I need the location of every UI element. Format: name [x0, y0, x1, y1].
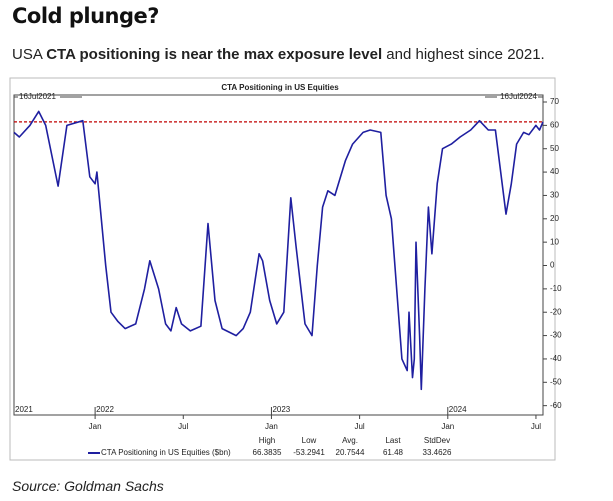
headline: Cold plunge?	[12, 4, 159, 28]
x-tick-label: Jan	[89, 422, 102, 431]
y-tick-label: 70	[550, 97, 559, 106]
stat-value: 33.4626	[423, 448, 452, 457]
y-tick-label: 30	[550, 191, 559, 200]
subtitle-text: USA	[12, 46, 47, 63]
subtitle: USA CTA positioning is near the max expo…	[12, 46, 545, 63]
stat-label: High	[259, 436, 275, 445]
data-line	[13, 110, 544, 391]
chart-title: CTA Positioning in US Equities	[221, 83, 339, 92]
stat-value: 61.48	[383, 448, 404, 457]
chart: CTA Positioning in US Equities 16Jul2021…	[9, 77, 562, 461]
year-label: 2024	[449, 405, 467, 414]
year-label: 2023	[272, 405, 290, 414]
y-tick-label: 60	[550, 120, 559, 129]
stat-label: StdDev	[424, 436, 450, 445]
y-tick-label: 0	[550, 261, 555, 270]
y-tick-label: -20	[550, 307, 562, 316]
y-tick-label: -30	[550, 331, 562, 340]
source: Source: Goldman Sachs	[12, 478, 164, 494]
end-label: 16Jul2024	[500, 92, 537, 101]
plot-area	[13, 94, 544, 416]
stat-label: Avg.	[342, 436, 358, 445]
subtitle-text: and highest since 2021.	[382, 46, 545, 63]
x-tick-label: Jan	[441, 422, 454, 431]
stat-value: 20.7544	[336, 448, 365, 457]
y-tick-label: 20	[550, 214, 559, 223]
y-tick-label: 40	[550, 167, 559, 176]
chart-frame	[9, 77, 556, 461]
legend-label: CTA Positioning in US Equities ($bn)	[101, 448, 231, 457]
y-tick-label: 10	[550, 237, 559, 246]
y-tick-label: 50	[550, 144, 559, 153]
start-label: 16Jul2021	[19, 92, 56, 101]
y-tick-label: -60	[550, 401, 562, 410]
x-tick-label: Jan	[265, 422, 278, 431]
stat-label: Last	[385, 436, 401, 445]
x-tick-label: Jul	[354, 422, 364, 431]
x-tick-label: Jul	[531, 422, 541, 431]
subtitle-bold: CTA positioning is near the max exposure…	[46, 46, 383, 63]
y-tick-label: -10	[550, 284, 562, 293]
stat-value: -53.2941	[293, 448, 325, 457]
y-tick-label: -40	[550, 354, 562, 363]
x-tick-label: Jul	[178, 422, 188, 431]
year-label: 2021	[15, 405, 33, 414]
y-tick-label: -50	[550, 377, 562, 386]
year-label: 2022	[96, 405, 114, 414]
stat-value: 66.3835	[253, 448, 282, 457]
stat-label: Low	[302, 436, 317, 445]
